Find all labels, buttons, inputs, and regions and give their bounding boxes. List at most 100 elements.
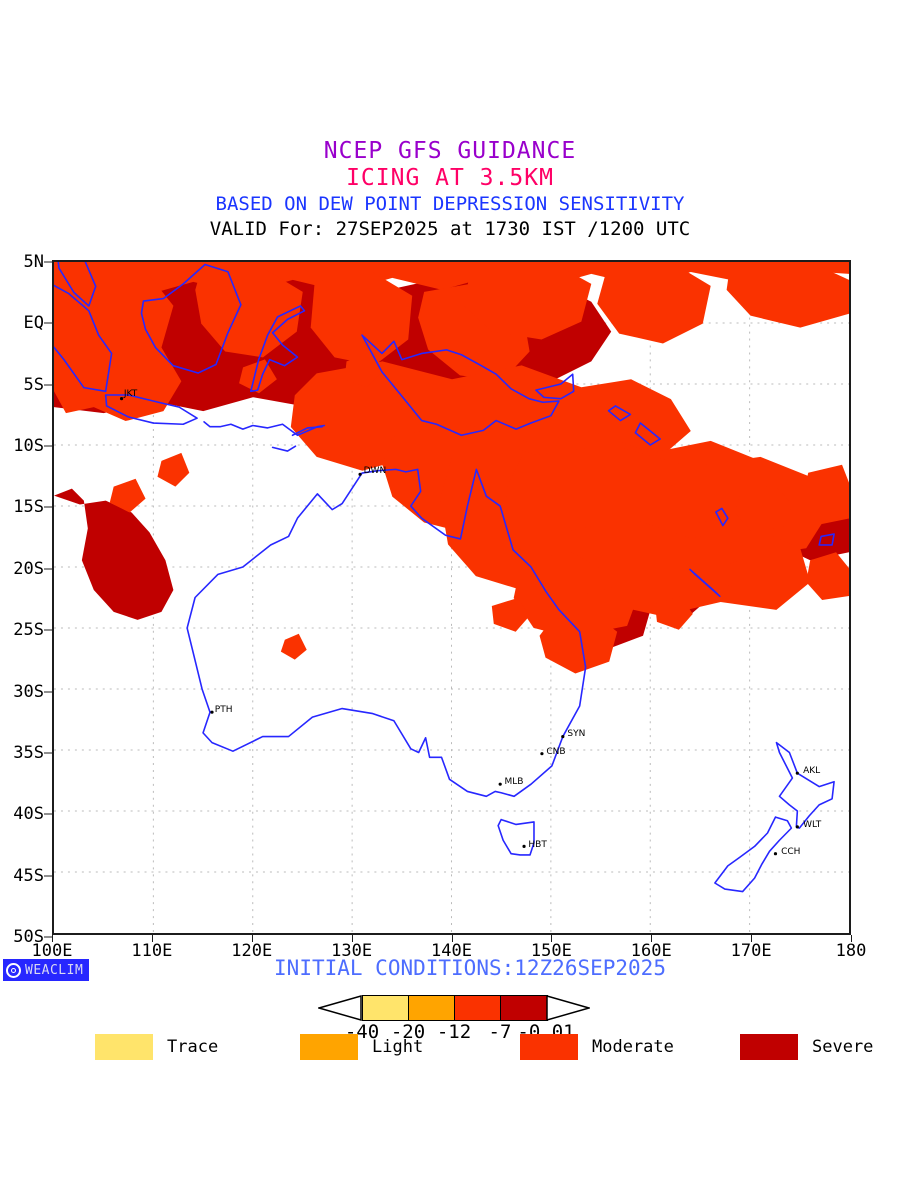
y-tick-label: 50S — [13, 927, 44, 947]
city-markers — [119, 397, 799, 856]
coastline-path — [186, 468, 587, 798]
colorbar-segment-2 — [455, 996, 501, 1020]
x-tick-label: 180 — [835, 941, 867, 961]
title-line-2: ICING AT 3.5KM — [346, 165, 554, 191]
x-tick-label: 170E — [730, 941, 772, 961]
x-tick-mark — [251, 935, 253, 942]
colorbar-segment-1 — [409, 996, 455, 1020]
city-dot-dwn — [358, 472, 362, 476]
x-tick-label: 100E — [31, 941, 73, 961]
x-tick-mark — [52, 935, 53, 942]
weaclim-label: WEACLIM — [25, 962, 84, 978]
coastline-path — [689, 568, 721, 598]
y-tick-mark — [44, 936, 52, 938]
title-line-4-valid-time: VALID For: 27SEP2025 at 1730 IST /1200 U… — [209, 218, 691, 240]
title-block: NCEP GFS GUIDANCE ICING AT 3.5KM BASED O… — [0, 138, 900, 242]
city-dot-cch — [773, 852, 778, 856]
y-tick-label: 35S — [13, 742, 44, 763]
coastline-path — [203, 421, 326, 437]
y-tick-mark — [44, 875, 52, 877]
city-dot-syn — [561, 734, 565, 739]
city-label-jkt: JKT — [123, 389, 138, 400]
y-tick-mark — [44, 445, 52, 447]
y-tick-mark — [44, 629, 52, 631]
city-label-akl: AKL — [803, 766, 821, 777]
city-label-pth: PTH — [214, 704, 233, 715]
city-dot-mlb — [498, 782, 502, 786]
coastline-path — [250, 305, 306, 393]
coastline-path — [361, 334, 560, 437]
city-dot-akl — [795, 771, 799, 775]
x-axis: 100E 110E 120E 130E 140E 150E 160E 170E 180 — [32, 935, 866, 965]
coastline-path — [291, 425, 324, 437]
coastline-path — [271, 445, 297, 452]
x-tick-label: 150E — [530, 941, 572, 961]
weaclim-logo-icon — [6, 962, 21, 978]
x-tick-label: 130E — [331, 941, 373, 961]
coastline-path — [535, 373, 575, 400]
coastline-path — [104, 394, 198, 426]
y-tick-label: 15S — [13, 497, 44, 518]
x-tick-label: 110E — [131, 941, 173, 961]
city-dot-cnb — [540, 752, 544, 756]
x-tick-mark — [751, 935, 753, 942]
y-tick-mark — [44, 752, 52, 754]
legend-swatch-light — [300, 1034, 358, 1060]
x-tick-label: 120E — [231, 941, 273, 961]
y-tick-mark — [44, 384, 52, 386]
colorbar: -40 -20 -12 -7 -0.01 — [318, 995, 590, 1043]
legend-item-trace: Trace — [95, 1034, 218, 1060]
legend-label-trace: Trace — [167, 1037, 219, 1057]
city-label-hbt: HBT — [528, 839, 547, 850]
x-tick-mark — [151, 935, 153, 942]
map-svg — [54, 262, 849, 933]
legend-label-severe: Severe — [812, 1037, 874, 1057]
initial-conditions-text: INITIAL CONDITIONS:12Z26SEP2025 — [274, 956, 666, 980]
x-tick-mark — [651, 935, 653, 942]
city-label-syn: SYN — [567, 729, 586, 740]
colorbar-tick-1: -20 — [390, 1021, 426, 1043]
legend-item-light: Light — [300, 1034, 423, 1060]
y-tick-mark — [44, 322, 52, 324]
map-canvas — [54, 262, 849, 933]
colorbar-segment-0 — [363, 996, 409, 1020]
y-tick-label: 5N — [23, 252, 44, 272]
x-tick-label: 140E — [431, 941, 472, 961]
legend-swatch-moderate — [520, 1034, 578, 1060]
coastline-path — [818, 533, 835, 546]
map-plot-frame[interactable]: JKT DWN PTH SYN CNB MLB HBT AKL WLT CCH — [52, 260, 851, 935]
icing-contours — [54, 262, 849, 674]
coastline-path — [140, 263, 242, 374]
title-line-1: NCEP GFS GUIDANCE — [323, 138, 577, 164]
coastline-path — [54, 284, 113, 393]
icing-moderate-layer — [54, 262, 849, 674]
y-axis: 5N EQ 5S 10S 15S 20S 25S 30S 35S 40S 45S 50S — [0, 252, 52, 947]
city-dot-wlt — [795, 825, 799, 829]
colorbar-right-arrow-icon — [546, 995, 590, 1021]
y-tick-label: 25S — [13, 620, 44, 641]
legend-swatch-trace — [95, 1034, 153, 1060]
weaclim-badge[interactable]: WEACLIM — [3, 959, 90, 981]
y-tick-label: 10S — [13, 436, 44, 457]
city-label-dwn: DWN — [363, 465, 387, 476]
coastline-path — [715, 507, 729, 527]
coastline-path — [775, 741, 835, 829]
y-tick-label: 40S — [13, 804, 44, 825]
city-dot-pth — [210, 710, 214, 714]
city-label-mlb: MLB — [504, 777, 524, 788]
legend-label-moderate: Moderate — [592, 1037, 674, 1057]
coastline-path — [714, 816, 793, 893]
coastline-path — [57, 262, 97, 307]
coastline-path — [497, 818, 535, 856]
city-label-cch: CCH — [781, 847, 801, 858]
x-tick-mark — [351, 935, 353, 942]
city-label-cnb: CNB — [546, 746, 566, 757]
coastlines — [54, 262, 835, 893]
legend-item-moderate: Moderate — [520, 1034, 674, 1060]
colorbar-segments — [362, 995, 548, 1021]
y-tick-mark — [44, 813, 52, 815]
colorbar-tick-2: -12 — [436, 1021, 472, 1043]
x-tick-label: 160E — [630, 941, 672, 961]
coastline-path — [607, 405, 632, 422]
y-tick-mark — [44, 691, 52, 693]
